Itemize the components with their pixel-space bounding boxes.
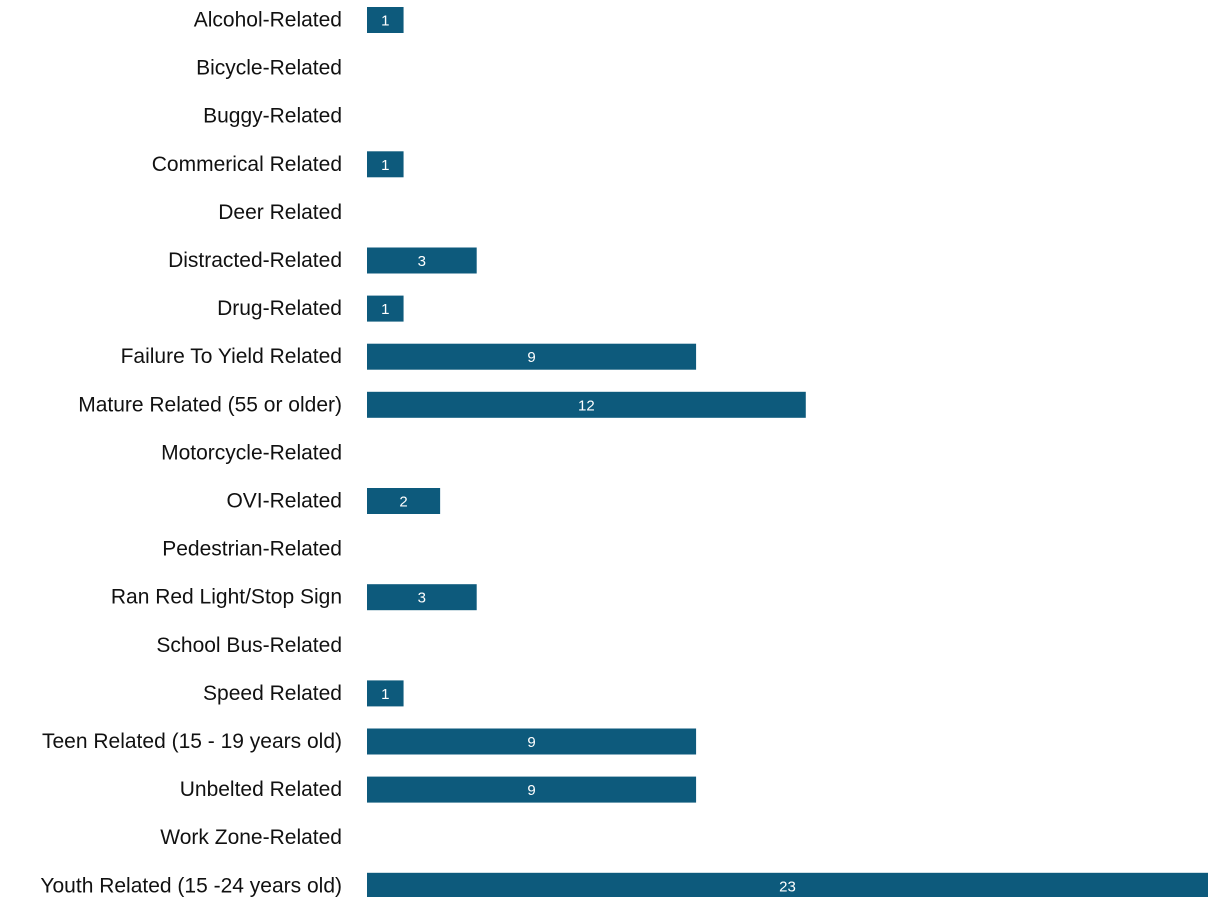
category-label-drug-related: Drug-Related bbox=[217, 297, 342, 320]
category-label-failure-to-yield-related: Failure To Yield Related bbox=[121, 345, 342, 368]
value-label-ran-red-light-stop-sign: 3 bbox=[418, 590, 426, 607]
category-label-work-zone-related: Work Zone-Related bbox=[160, 826, 342, 849]
category-label-buggy-related: Buggy-Related bbox=[203, 105, 342, 128]
category-label-unbelted-related: Unbelted Related bbox=[180, 778, 342, 801]
category-label-teen-related-15-19-years-old: Teen Related (15 - 19 years old) bbox=[42, 730, 342, 753]
category-label-ovi-related: OVI-Related bbox=[226, 490, 342, 513]
value-label-ovi-related: 2 bbox=[399, 494, 407, 511]
category-labels: Alcohol-Related Bicycle-Related Buggy-Rela… bbox=[40, 9, 342, 897]
value-label-unbelted-related: 9 bbox=[527, 782, 535, 799]
bar-unbelted-related bbox=[367, 776, 697, 803]
category-label-pedestrian-related: Pedestrian-Related bbox=[162, 538, 342, 561]
value-label-drug-related: 1 bbox=[381, 301, 389, 318]
category-label-speed-related: Speed Related bbox=[203, 682, 342, 705]
value-label-failure-to-yield-related: 9 bbox=[527, 349, 535, 366]
category-label-school-bus-related: School Bus-Related bbox=[156, 634, 342, 657]
value-label-alcohol-related: 1 bbox=[381, 13, 389, 30]
category-label-commerical-related: Commerical Related bbox=[152, 153, 342, 176]
bar-ran-red-light-stop-sign bbox=[367, 584, 477, 611]
bar-alcohol-related bbox=[367, 7, 404, 33]
bar-drug-related bbox=[367, 295, 404, 322]
value-label-commerical-related: 1 bbox=[381, 157, 389, 174]
category-label-mature-related-55-or-older: Mature Related (55 or older) bbox=[78, 393, 342, 416]
value-label-speed-related: 1 bbox=[381, 686, 389, 703]
category-label-ran-red-light-stop-sign: Ran Red Light/Stop Sign bbox=[111, 586, 342, 609]
value-label-youth-related-15-24-years-old: 23 bbox=[779, 878, 796, 895]
bar-youth-related-15-24-years-old bbox=[367, 872, 1208, 897]
value-label-teen-related-15-19-years-old: 9 bbox=[527, 734, 535, 751]
bar-mature-related-55-or-older bbox=[367, 391, 806, 418]
bar-commerical-related bbox=[367, 151, 404, 178]
category-label-bicycle-related: Bicycle-Related bbox=[196, 57, 342, 80]
category-label-deer-related: Deer Related bbox=[218, 201, 342, 224]
category-label-youth-related-15-24-years-old: Youth Related (15 -24 years old) bbox=[40, 874, 342, 897]
value-label-distracted-related: 3 bbox=[418, 253, 426, 270]
bar-ovi-related bbox=[367, 488, 441, 514]
value-label-mature-related-55-or-older: 12 bbox=[578, 397, 595, 414]
category-label-distracted-related: Distracted-Related bbox=[168, 249, 342, 272]
bar-speed-related bbox=[367, 680, 404, 707]
bar-distracted-related bbox=[367, 247, 477, 274]
bars bbox=[367, 7, 1208, 897]
bar-teen-related-15-19-years-old bbox=[367, 728, 697, 755]
category-label-motorcycle-related: Motorcycle-Related bbox=[161, 441, 342, 464]
category-label-alcohol-related: Alcohol-Related bbox=[194, 9, 342, 32]
bar-failure-to-yield-related bbox=[367, 343, 697, 370]
